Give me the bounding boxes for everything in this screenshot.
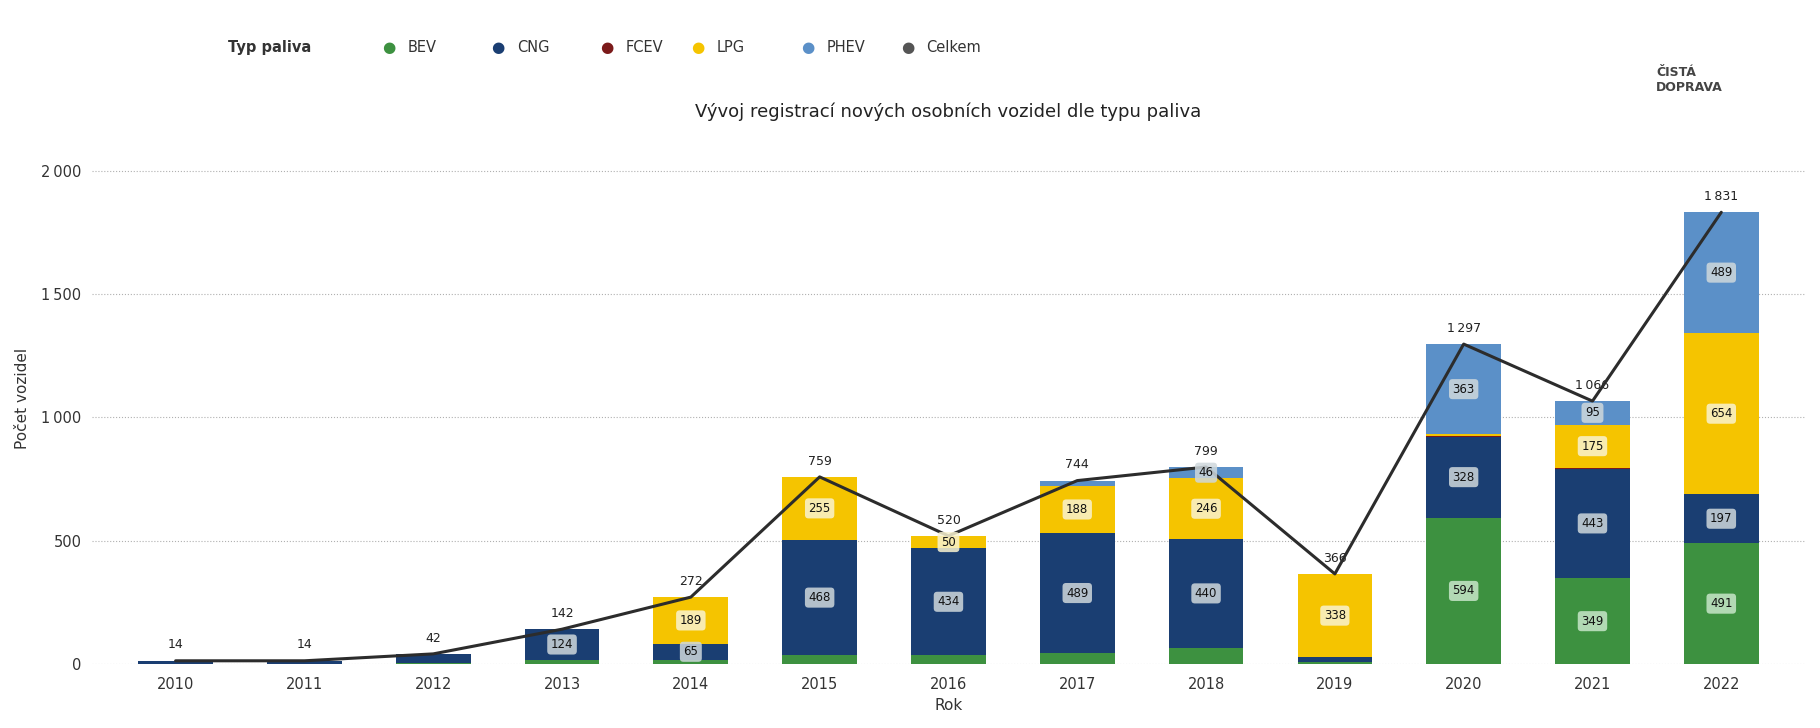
Text: 744: 744 (1065, 458, 1088, 471)
Bar (1684, 213, 1758, 333)
Text: 366: 366 (1323, 552, 1347, 564)
Bar (1554, 469, 1631, 578)
Bar (1684, 494, 1758, 543)
Text: 338: 338 (1323, 609, 1347, 622)
Text: 272: 272 (679, 574, 703, 587)
Text: 363: 363 (1452, 383, 1474, 395)
Text: 1 831: 1 831 (1704, 190, 1738, 203)
Bar (1684, 333, 1758, 494)
Text: Celkem: Celkem (926, 40, 981, 55)
Bar (1684, 543, 1758, 664)
Bar (653, 644, 728, 660)
Text: 1 066: 1 066 (1576, 379, 1609, 392)
Bar (783, 477, 857, 540)
Text: 468: 468 (808, 591, 832, 604)
Text: 188: 188 (1067, 503, 1088, 516)
Text: CNG: CNG (517, 40, 550, 55)
Bar (1427, 344, 1502, 434)
Bar (524, 629, 599, 660)
Text: 1 297: 1 297 (1447, 322, 1481, 335)
Bar (1427, 434, 1502, 436)
Text: 434: 434 (937, 596, 959, 609)
Text: ●: ● (801, 40, 814, 55)
Bar (912, 548, 986, 655)
Bar (1298, 657, 1372, 662)
Bar (1554, 468, 1631, 469)
Bar (1039, 533, 1114, 654)
Bar (1039, 486, 1114, 533)
Bar (1554, 578, 1631, 664)
Text: 46: 46 (1199, 466, 1214, 479)
Bar (1554, 401, 1631, 424)
Text: 443: 443 (1582, 517, 1603, 530)
Text: 197: 197 (1711, 513, 1733, 525)
Text: ●: ● (491, 40, 504, 55)
Bar (397, 663, 471, 664)
Bar (1168, 467, 1243, 478)
Bar (1427, 518, 1502, 664)
Text: 520: 520 (937, 513, 961, 526)
Text: 759: 759 (808, 454, 832, 467)
Bar (653, 660, 728, 664)
Text: LPG: LPG (717, 40, 744, 55)
Text: 189: 189 (679, 614, 703, 627)
Text: 246: 246 (1194, 502, 1218, 515)
Text: 142: 142 (550, 607, 573, 620)
Bar (1168, 648, 1243, 664)
Text: 349: 349 (1582, 614, 1603, 628)
Bar (783, 655, 857, 664)
Text: ●: ● (901, 40, 914, 55)
Bar (1168, 478, 1243, 539)
Text: 491: 491 (1711, 597, 1733, 610)
Text: 654: 654 (1711, 407, 1733, 420)
Text: 594: 594 (1452, 585, 1474, 598)
Text: 799: 799 (1194, 445, 1218, 458)
Bar (912, 655, 986, 664)
Text: PHEV: PHEV (826, 40, 864, 55)
Text: 42: 42 (426, 631, 440, 644)
Bar (397, 654, 471, 663)
Text: ČISTÁ
DOPRAVA: ČISTÁ DOPRAVA (1656, 66, 1724, 93)
Y-axis label: Počet vozidel: Počet vozidel (15, 348, 29, 449)
Text: ●: ● (601, 40, 613, 55)
Text: 95: 95 (1585, 406, 1600, 419)
Text: 65: 65 (682, 645, 699, 658)
Bar (268, 661, 342, 664)
X-axis label: Rok: Rok (934, 698, 963, 713)
Bar (1427, 437, 1502, 518)
Text: 328: 328 (1452, 470, 1474, 483)
Text: Typ paliva: Typ paliva (228, 40, 311, 55)
Text: 440: 440 (1196, 587, 1218, 600)
Bar (1554, 424, 1631, 468)
Text: BEV: BEV (408, 40, 437, 55)
Text: 14: 14 (297, 638, 313, 652)
Title: Vývoj registrací nových osobních vozidel dle typu paliva: Vývoj registrací nových osobních vozidel… (695, 103, 1201, 121)
Bar (1298, 574, 1372, 657)
Text: ●: ● (382, 40, 395, 55)
Text: ●: ● (692, 40, 704, 55)
Text: 50: 50 (941, 536, 956, 549)
Text: 14: 14 (167, 638, 184, 652)
Bar (783, 540, 857, 655)
Bar (912, 536, 986, 548)
Bar (653, 597, 728, 644)
Text: 489: 489 (1711, 266, 1733, 279)
Text: 489: 489 (1067, 587, 1088, 600)
Bar (1039, 480, 1114, 486)
Bar (1168, 539, 1243, 648)
Bar (524, 660, 599, 664)
Text: FCEV: FCEV (626, 40, 664, 55)
Text: 124: 124 (551, 638, 573, 651)
Bar (138, 661, 213, 664)
Bar (1039, 654, 1114, 664)
Text: 175: 175 (1582, 440, 1603, 453)
Bar (1298, 662, 1372, 664)
Text: 255: 255 (808, 502, 830, 515)
Bar (1427, 436, 1502, 437)
